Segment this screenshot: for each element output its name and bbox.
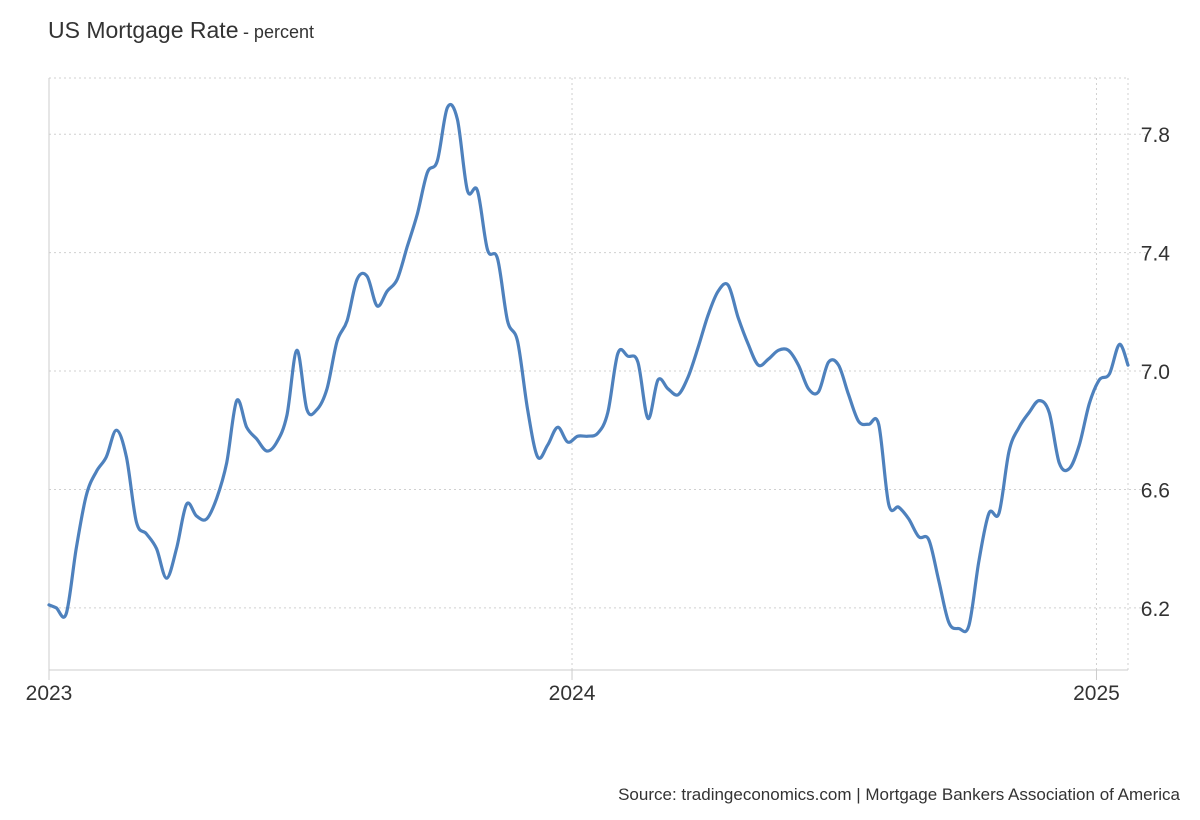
grid-layer <box>49 77 1146 670</box>
chart-title-main: US Mortgage Rate <box>48 17 239 43</box>
x-tick-label: 2023 <box>26 682 73 705</box>
y-tick-label: 6.6 <box>1141 479 1170 502</box>
labels-layer: 6.2 6.6 7.0 7.4 7.8 2023 2024 2025 <box>26 124 1171 705</box>
y-tick-label: 7.0 <box>1141 361 1170 384</box>
chart-title: US Mortgage Rate - percent <box>48 17 314 44</box>
series-line-0 <box>47 102 1130 634</box>
x-tick-label: 2024 <box>549 682 596 705</box>
axes-layer <box>48 78 1128 680</box>
x-tick-label: 2025 <box>1073 682 1120 705</box>
source-note: Source: tradingeconomics.com | Mortgage … <box>618 785 1180 804</box>
y-tick-label: 7.4 <box>1141 243 1171 266</box>
y-tick-label: 7.8 <box>1141 124 1170 147</box>
series-layer <box>47 102 1130 634</box>
y-tick-label: 6.2 <box>1141 598 1170 621</box>
chart-subtitle: - percent <box>242 22 314 42</box>
